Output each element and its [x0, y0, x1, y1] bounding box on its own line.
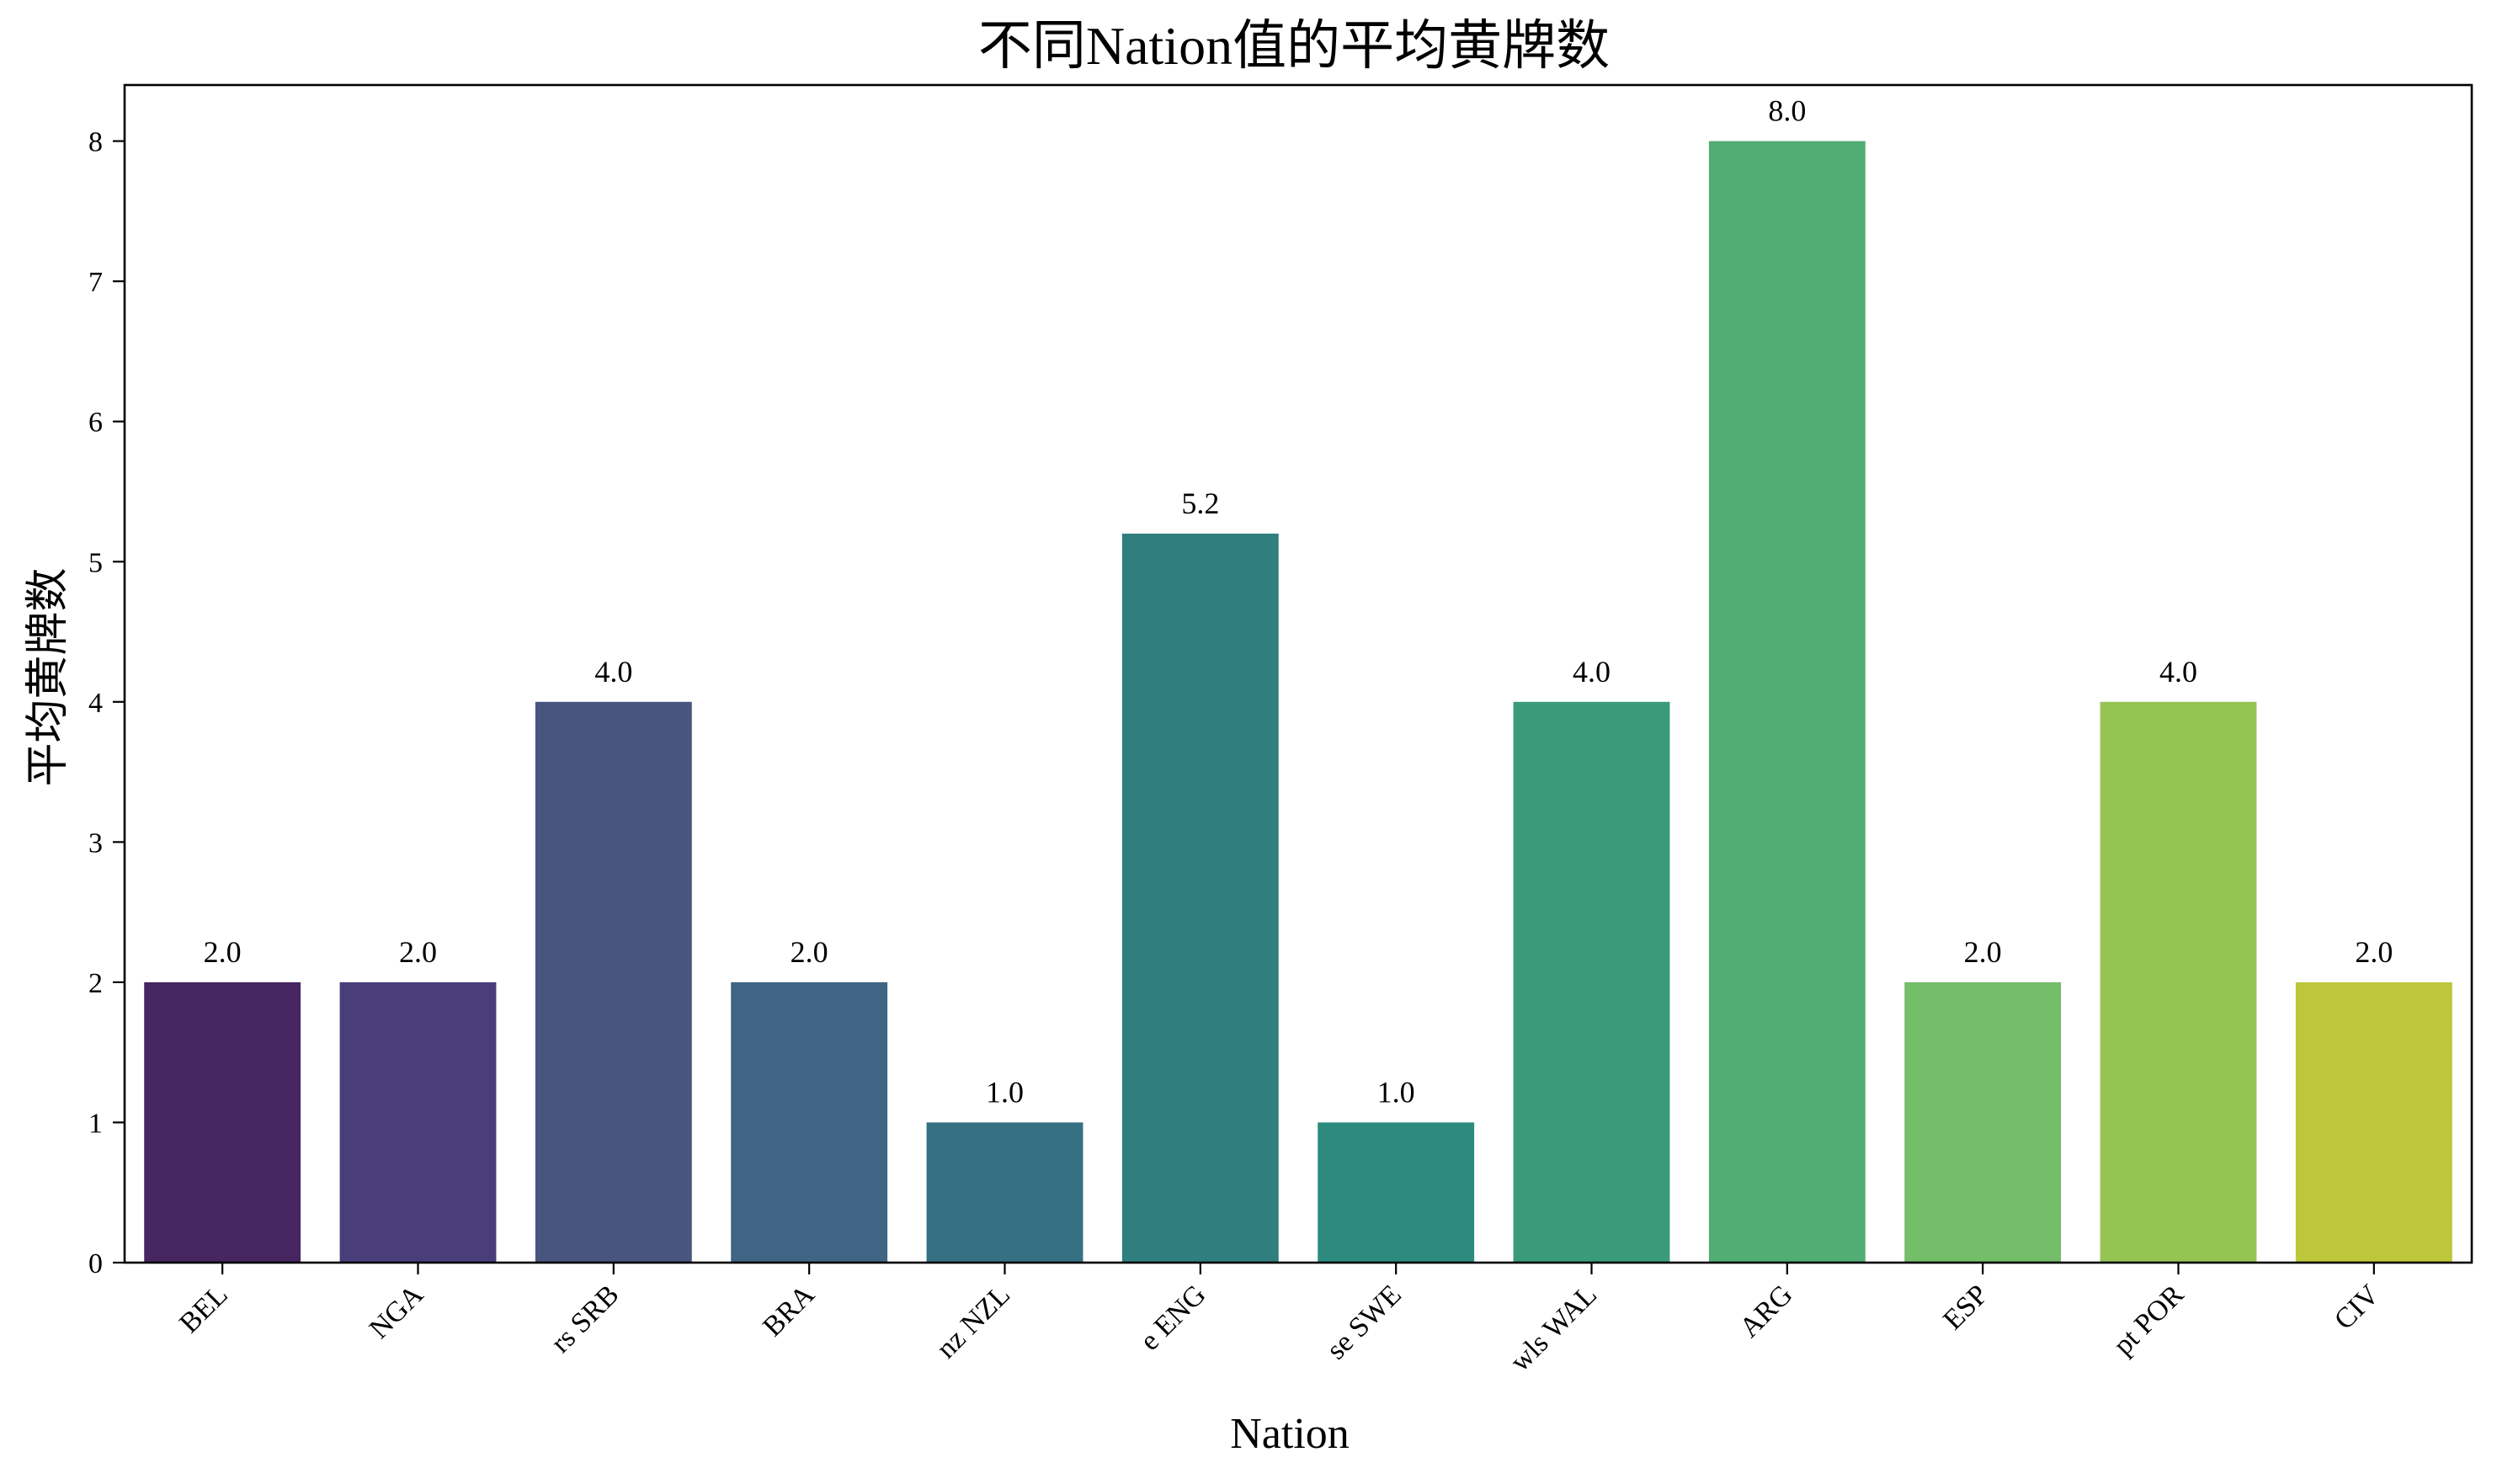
bar	[1318, 1122, 1475, 1263]
bar	[731, 981, 888, 1263]
y-tick-label: 5	[88, 547, 103, 578]
chart-title: 不同Nation值的平均黄牌数	[978, 16, 1610, 76]
bar-value-label: 1.0	[986, 1075, 1024, 1109]
y-tick-label: 8	[88, 127, 103, 158]
y-axis: 0 1 2 3 4 5 6 7 8	[88, 127, 125, 1279]
y-tick-label: 6	[88, 407, 103, 439]
bar-value-label: 2.0	[204, 935, 242, 969]
bar	[535, 701, 692, 1263]
bar	[2295, 981, 2452, 1263]
bar	[1708, 141, 1866, 1263]
bar-value-label: 5.2	[1181, 487, 1219, 520]
bar-value-label: 2.0	[399, 935, 437, 969]
y-tick-label: 0	[88, 1248, 103, 1279]
bar-value-label: 2.0	[2355, 935, 2393, 969]
bar-value-label: 2.0	[1964, 935, 2002, 969]
bar	[144, 981, 301, 1263]
bar	[1904, 981, 2062, 1263]
bar-value-label: 8.0	[1768, 94, 1806, 128]
y-tick-label: 4	[88, 688, 103, 719]
bar-value-label: 4.0	[1573, 655, 1611, 689]
bar-value-label: 4.0	[594, 655, 632, 689]
value-labels-layer: 2.0 2.0 4.0 2.0 1.0 5.2 1.0 4.0 8.0 2.0 4.0 2.0	[204, 94, 2393, 1109]
bar	[2100, 701, 2257, 1263]
y-tick-label: 3	[88, 827, 103, 859]
bars-layer	[144, 141, 2452, 1263]
y-tick-label: 1	[88, 1108, 103, 1139]
plot-frame	[123, 83, 2473, 1264]
bar	[926, 1122, 1083, 1263]
bar-value-label: 1.0	[1377, 1075, 1415, 1109]
x-axis-label: Nation	[1230, 1410, 1350, 1458]
y-tick-label: 7	[88, 267, 103, 298]
bar	[1513, 701, 1670, 1263]
bar-value-label: 4.0	[2159, 655, 2197, 689]
y-axis-label: 平均黄牌数	[24, 567, 72, 786]
bar	[339, 981, 497, 1263]
bar	[1121, 533, 1279, 1263]
bar-value-label: 2.0	[791, 935, 828, 969]
y-tick-label: 2	[88, 968, 103, 999]
